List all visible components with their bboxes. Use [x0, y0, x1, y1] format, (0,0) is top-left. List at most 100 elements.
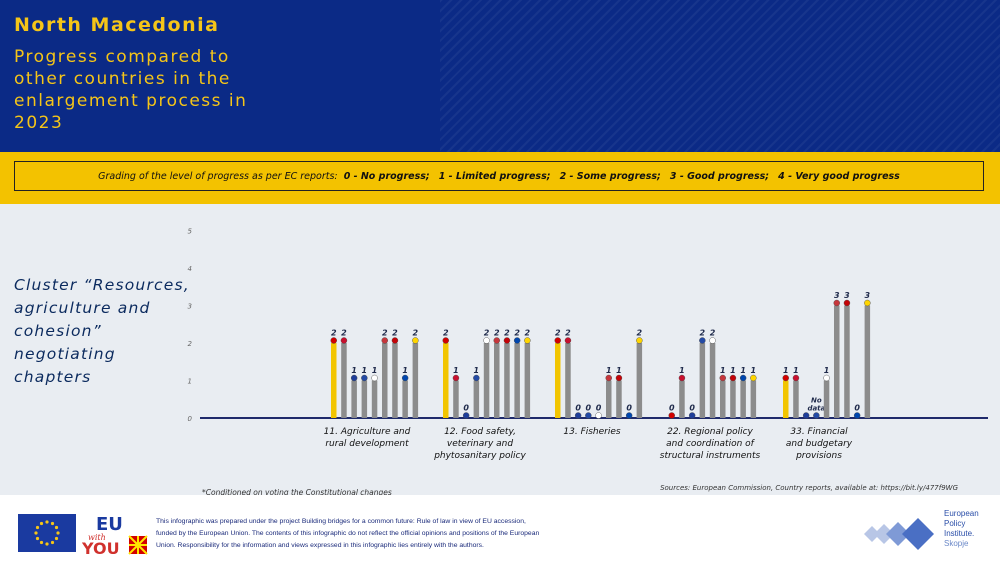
- bar: [392, 343, 398, 418]
- bar: [834, 305, 840, 418]
- y-tick-label: 0: [188, 415, 193, 423]
- value-label: 2: [341, 329, 347, 338]
- value-label: 0: [575, 404, 581, 413]
- country-flag-icon: [688, 412, 696, 419]
- country-flag-icon: [452, 374, 460, 382]
- value-label: 1: [679, 366, 685, 375]
- bar: [382, 343, 388, 418]
- category-label: 11. Agriculture and: [324, 427, 411, 437]
- sources-note: Sources: European Commission, Country re…: [660, 484, 958, 492]
- country-flag-icon: [381, 337, 388, 344]
- grading-legend: Grading of the level of progress as per …: [14, 161, 984, 191]
- country-flag-icon: [371, 374, 378, 382]
- category-label: 12. Food safety,: [444, 427, 516, 437]
- cluster-title: Cluster “Resources, agriculture and cohe…: [14, 276, 190, 386]
- value-label: 0: [689, 404, 695, 413]
- bar: [473, 380, 480, 418]
- country-flag-icon: [739, 374, 747, 382]
- bar: [443, 343, 449, 418]
- country-flag-icon: [782, 374, 789, 382]
- country-flag-icon: [462, 412, 470, 419]
- country-flag-icon: [564, 337, 572, 344]
- value-label: 2: [504, 329, 510, 338]
- bar: [783, 380, 789, 418]
- bar: [331, 343, 337, 418]
- value-label: 0: [626, 404, 632, 413]
- epi-wordmark: European Policy Institute. Skopje: [944, 509, 979, 549]
- legend-band: [0, 152, 1000, 204]
- bar: [720, 380, 726, 418]
- bar: [679, 380, 685, 418]
- bar: [514, 343, 520, 418]
- value-label: 1: [453, 366, 459, 375]
- country-flag-icon: [574, 412, 582, 419]
- value-label: 0: [854, 404, 860, 413]
- country-flag-icon: [625, 412, 633, 419]
- category-label: provisions: [795, 451, 842, 461]
- bar: [750, 380, 757, 418]
- country-flag-icon: [585, 412, 592, 419]
- bar: [504, 343, 510, 418]
- value-label: 2: [392, 329, 398, 338]
- country-flag-icon: [554, 337, 561, 344]
- value-label: 1: [824, 366, 830, 375]
- country-flag-icon: [401, 374, 409, 382]
- value-label: No: [811, 397, 822, 405]
- country-flag-icon: [473, 374, 480, 382]
- country-flag-icon: [595, 412, 602, 419]
- value-label: 1: [616, 366, 622, 375]
- country-flag-icon: [340, 337, 348, 344]
- country-flag-icon: [833, 299, 840, 307]
- bar: [371, 380, 378, 418]
- legend-item-1: 1 - Limited progress;: [438, 170, 551, 182]
- category-label: and budgetary: [786, 439, 853, 449]
- bar: [699, 343, 706, 418]
- y-tick-label: 2: [188, 340, 193, 348]
- bar: [730, 380, 736, 418]
- bar: [361, 380, 368, 418]
- value-label: 2: [494, 329, 500, 338]
- value-label: 2: [525, 329, 531, 338]
- value-label: 2: [514, 329, 520, 338]
- category-label: 33. Financial: [790, 427, 848, 437]
- header-banner: [0, 0, 1000, 152]
- y-tick-label: 3: [188, 303, 192, 311]
- country-flag-icon: [615, 374, 623, 382]
- country-flag-icon: [350, 374, 358, 382]
- value-label: 1: [730, 366, 736, 375]
- country-flag-icon: [792, 374, 800, 382]
- category-label: 22. Regional policy: [667, 427, 753, 437]
- value-label: 1: [793, 366, 799, 375]
- country-flag-icon: [391, 337, 399, 344]
- value-label: 1: [351, 366, 357, 375]
- eu-flag-icon: [18, 514, 76, 552]
- value-label: 1: [783, 366, 789, 375]
- country-flag-icon: [412, 337, 419, 344]
- category-label: and coordination of: [666, 439, 755, 449]
- bar: [483, 343, 490, 418]
- page-subtitle: Progress compared to other countries in …: [14, 47, 248, 133]
- country-flag-icon: [729, 374, 737, 382]
- epi-line-2: Policy: [944, 519, 966, 528]
- country-flag-icon: [843, 299, 851, 307]
- value-label: 0: [669, 404, 675, 413]
- bar: [793, 380, 799, 418]
- value-label: 2: [443, 329, 449, 338]
- epi-line-1: European: [944, 509, 979, 518]
- value-label: 1: [751, 366, 757, 375]
- country-flag-icon: [361, 374, 368, 382]
- epi-line-3: Institute.: [944, 529, 975, 538]
- ewy-you-text: YOU: [82, 539, 120, 556]
- bar: [616, 380, 622, 418]
- country-flag-icon: [853, 412, 861, 419]
- bar: [709, 343, 716, 418]
- value-label: 1: [474, 366, 480, 375]
- bar: [524, 343, 531, 418]
- value-label: 1: [606, 366, 612, 375]
- bar: [555, 343, 561, 418]
- country-flag-icon: [605, 374, 612, 382]
- country-title: North Macedonia: [14, 14, 220, 36]
- value-label: 2: [565, 329, 571, 338]
- legend-item-4: 4 - Very good progress: [778, 170, 900, 182]
